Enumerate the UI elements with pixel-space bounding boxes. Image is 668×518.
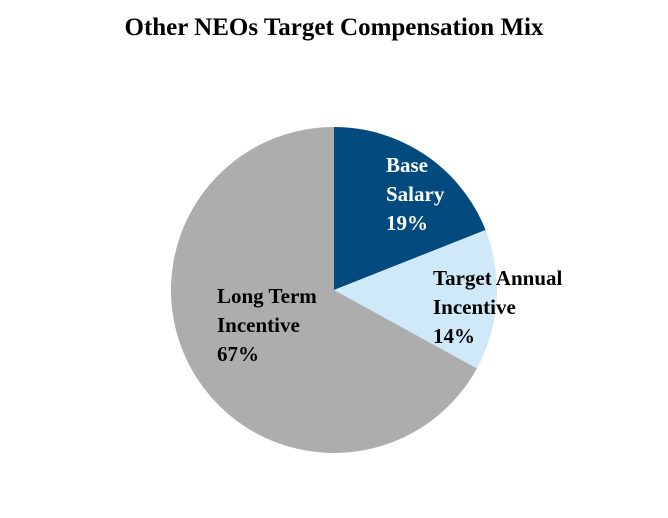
pie-slice-0 <box>334 127 486 290</box>
pie-slice-1 <box>334 229 497 369</box>
slice-label-0: Base Salary 19% <box>386 153 445 235</box>
slice-value-label: 14% <box>433 324 475 348</box>
slice-value-label: 19% <box>386 211 428 235</box>
slice-name-line: Base <box>386 153 428 177</box>
slice-label-2: Long Term Incentive 67% <box>217 284 317 366</box>
slice-name-line: Long Term <box>217 284 317 308</box>
slice-name-line: Incentive <box>217 313 300 337</box>
slice-name-line: Target Annual <box>433 266 563 290</box>
slice-name-line: Incentive <box>433 295 516 319</box>
chart-title: Other NEOs Target Compensation Mix <box>124 14 544 41</box>
slice-label-1: Target Annual Incentive 14% <box>433 266 563 348</box>
pie-slice-2 <box>171 126 477 453</box>
slice-value-label: 67% <box>217 342 259 366</box>
slice-name-line: Salary <box>386 182 445 206</box>
